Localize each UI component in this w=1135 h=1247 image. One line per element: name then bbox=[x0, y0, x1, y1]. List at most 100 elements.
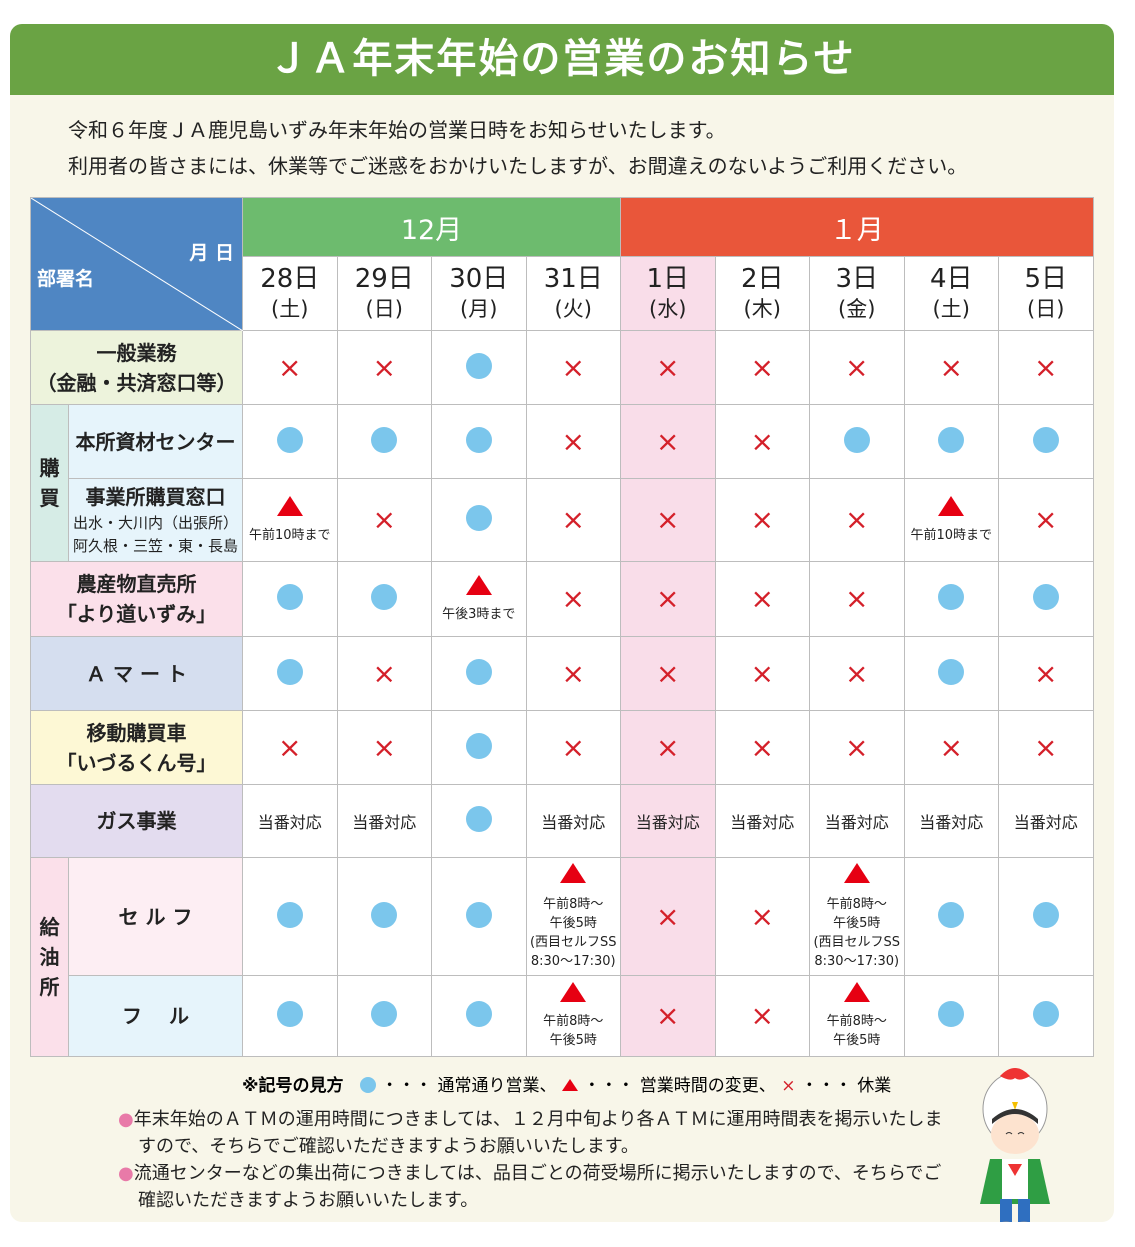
status-cell: 午前8時～ 午後5時 (西目セルフSS 8:30～17:30) bbox=[525, 857, 621, 976]
note-atm: ●年末年始のＡＴＭの運用時間につきましては、１２月中旬より各ＡＴＭに運用時間表を… bbox=[118, 1106, 948, 1160]
table-corner: 月 日 部署名 bbox=[30, 197, 243, 331]
closed-cross-icon: × bbox=[561, 730, 585, 764]
open-circle-icon bbox=[938, 426, 965, 453]
row-label-text: 事業所購買窓口 bbox=[85, 485, 226, 509]
hours-note: 午後3時まで bbox=[442, 606, 516, 622]
duty-note: 当番対応 bbox=[635, 813, 700, 832]
closed-cross-icon: × bbox=[845, 656, 869, 690]
day-header: 29日 (日) bbox=[336, 256, 432, 331]
open-circle-icon bbox=[371, 426, 398, 453]
status-cell: 午前10時まで bbox=[242, 478, 338, 562]
day-header: 31日 (火) bbox=[525, 256, 621, 331]
status-cell: 当番対応 bbox=[809, 784, 905, 858]
status-cell bbox=[903, 975, 999, 1057]
status-cell bbox=[431, 710, 527, 785]
closed-cross-icon: × bbox=[1034, 350, 1058, 384]
day-number: 5日 bbox=[1024, 263, 1068, 294]
closed-cross-icon: × bbox=[750, 424, 774, 458]
status-cell bbox=[242, 561, 338, 637]
day-number: 2日 bbox=[740, 263, 784, 294]
status-cell bbox=[903, 561, 999, 637]
row-label-text: Ａ マ ー ト bbox=[86, 661, 187, 686]
status-cell bbox=[903, 857, 999, 976]
day-number: 31日 bbox=[543, 263, 603, 294]
table-row: 事業所購買窓口 出水・大川内（出張所） 阿久根・三笠・東・長島 午前10時まで × × × ×… bbox=[31, 478, 1094, 562]
status-cell bbox=[903, 636, 999, 711]
legend: ※記号の見方 ・・・ 通常通り営業、 ・・・ 営業時間の変更、 × ・・・ 休業 bbox=[242, 1071, 891, 1096]
closed-cross-icon: × bbox=[1034, 503, 1058, 536]
hours-note: 午前8時～ 午後5時 (西目セルフSS 8:30～17:30) bbox=[813, 896, 901, 969]
closed-cross-icon: × bbox=[656, 350, 680, 384]
status-cell: 午前8時～ 午後5時 bbox=[809, 975, 905, 1057]
open-circle-icon bbox=[938, 901, 965, 928]
group-kobai: 購 買 bbox=[30, 404, 69, 562]
status-cell: × bbox=[714, 857, 810, 976]
closed-cross-icon: × bbox=[845, 730, 869, 764]
changed-triangle-icon bbox=[560, 862, 587, 883]
status-cell: × bbox=[998, 636, 1094, 711]
row-label: Ａ マ ー ト bbox=[30, 636, 243, 711]
status-cell bbox=[431, 857, 527, 976]
open-circle-icon bbox=[843, 426, 870, 453]
status-cell: × bbox=[809, 710, 905, 785]
status-cell bbox=[431, 404, 527, 479]
weekday: (水) bbox=[649, 296, 687, 321]
status-cell bbox=[336, 561, 432, 637]
weekday: (木) bbox=[743, 296, 781, 321]
day-header: 28日 (土) bbox=[242, 256, 338, 331]
closed-cross-icon: × bbox=[750, 656, 774, 690]
closed-cross-icon: × bbox=[939, 730, 963, 764]
status-cell: × bbox=[714, 330, 810, 405]
status-cell: × bbox=[525, 561, 621, 637]
status-cell: × bbox=[620, 478, 716, 562]
open-circle-icon bbox=[465, 352, 492, 379]
status-cell: × bbox=[525, 404, 621, 479]
hours-note: 午前8時～ 午後5時 bbox=[826, 1014, 887, 1048]
hours-note: 午前10時まで bbox=[248, 527, 331, 543]
open-circle-icon bbox=[465, 806, 492, 832]
closed-cross-icon: × bbox=[750, 350, 774, 384]
table-row: Ａ マ ー ト × × × × × × bbox=[30, 636, 1094, 711]
open-circle-icon bbox=[1032, 1001, 1059, 1027]
month-day-label: 月 日 bbox=[189, 242, 234, 264]
row-label-text: 一般業務 bbox=[96, 340, 177, 365]
closed-cross-icon: × bbox=[561, 656, 585, 690]
table-row: フ ル 午前8時～ 午後5時 × × 午前8時～ 午後5時 bbox=[31, 975, 1094, 1057]
status-cell: × bbox=[525, 710, 621, 785]
notice-frame: ＪＡ年末年始の営業のお知らせ 令和６年度ＪＡ鹿児島いずみ年末年始の営業日時をお知… bbox=[10, 24, 1114, 1222]
row-label: 農産物直売所 「より道いずみ」 bbox=[30, 561, 243, 637]
status-cell bbox=[242, 857, 338, 976]
day-header: 4日 (土) bbox=[903, 256, 999, 331]
closed-cross-icon: × bbox=[750, 503, 774, 536]
closed-cross-icon: × bbox=[845, 503, 869, 536]
row-label-text: ガス事業 bbox=[96, 809, 177, 833]
closed-cross-icon: × bbox=[750, 582, 774, 615]
closed-cross-icon: × bbox=[845, 350, 869, 384]
closed-cross-icon: × bbox=[372, 656, 396, 690]
status-cell bbox=[809, 404, 905, 479]
day-number: 4日 bbox=[929, 263, 973, 294]
weekday: (日) bbox=[365, 296, 403, 321]
status-cell: × bbox=[336, 710, 432, 785]
open-circle-icon bbox=[276, 901, 303, 928]
row-label: 移動購買車 「いづるくん号」 bbox=[30, 710, 243, 785]
status-cell: × bbox=[620, 561, 716, 637]
intro-text: 令和６年度ＪＡ鹿児島いずみ年末年始の営業日時をお知らせいたします。 利用者の皆さ… bbox=[68, 112, 967, 184]
status-cell: × bbox=[242, 710, 338, 785]
status-cell: 当番対応 bbox=[998, 784, 1094, 858]
row-label: フ ル bbox=[68, 975, 243, 1057]
group-kyuyu: 給 油 所 bbox=[30, 857, 69, 1057]
open-circle-icon bbox=[371, 584, 398, 610]
weekday: (火) bbox=[554, 296, 592, 321]
table-row: 給 油 所 セ ル フ 午前8時～ 午後5時 (西目セルフSS 8:30～17:30… bbox=[30, 857, 1094, 1057]
closed-cross-icon: × bbox=[372, 730, 396, 764]
status-cell bbox=[998, 975, 1094, 1057]
open-circle-icon bbox=[359, 1077, 376, 1093]
status-cell: × bbox=[620, 636, 716, 711]
status-cell: × bbox=[714, 710, 810, 785]
status-cell: × bbox=[525, 636, 621, 711]
closed-cross-icon: × bbox=[750, 899, 774, 933]
dept-label: 部署名 bbox=[37, 268, 95, 290]
intro-line: 利用者の皆さまには、休業等でご迷惑をおかけいたしますが、お間違えのないようご利用… bbox=[68, 154, 968, 178]
intro-line: 令和６年度ＪＡ鹿児島いずみ年末年始の営業日時をお知らせいたします。 bbox=[68, 118, 726, 142]
